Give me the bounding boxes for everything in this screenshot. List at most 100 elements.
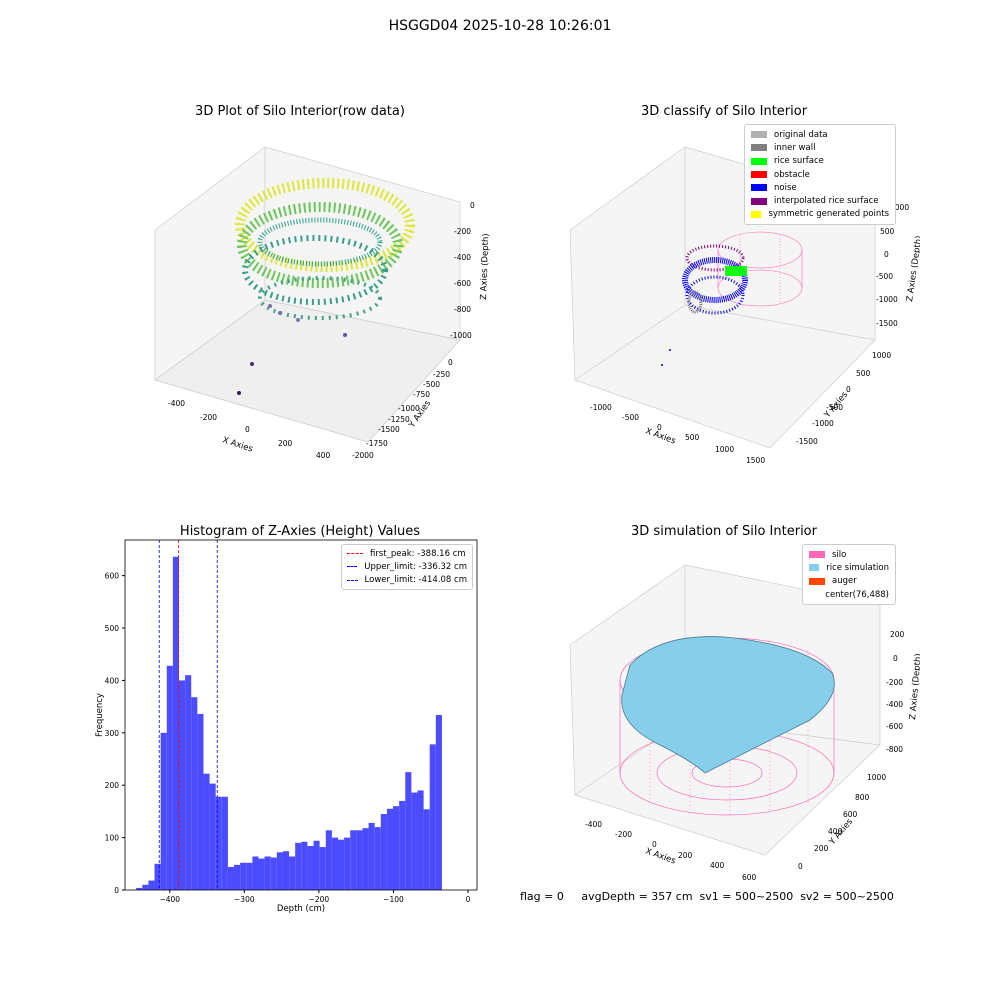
panel2-legend: original data inner wall rice surface ob…	[744, 124, 896, 226]
histogram-bar	[423, 809, 430, 890]
figure-title: HSGGD04 2025-10-28 10:26:01	[388, 18, 612, 34]
panel1-xtick: 400	[316, 451, 331, 460]
histogram-bar	[411, 792, 418, 890]
histogram-bar	[246, 862, 253, 890]
panel1-ztick: -1000	[450, 331, 472, 340]
histogram-bar	[166, 665, 173, 890]
legend-label: symmetric generated points	[768, 209, 889, 220]
panel4-xlabel: X Axies	[644, 846, 677, 866]
panel2-ztick: 1000	[890, 203, 909, 212]
panel4-ztick: -200	[886, 678, 903, 687]
histogram-bar	[374, 827, 381, 890]
histogram-bar	[185, 675, 192, 890]
histogram-bar	[191, 697, 198, 890]
legend-item: rice simulation	[809, 561, 889, 574]
panel1-ztick: -400	[454, 253, 471, 262]
legend-item: noise	[751, 181, 889, 194]
legend-swatch	[809, 577, 825, 585]
legend-label: rice simulation	[826, 562, 889, 573]
histogram-bar	[148, 880, 155, 890]
legend-swatch	[751, 131, 767, 139]
legend-swatch	[751, 197, 767, 205]
histogram-ytick-label: 200	[105, 781, 120, 790]
histogram-bar	[350, 830, 357, 890]
histogram-bar	[380, 814, 387, 890]
histogram-bar	[154, 863, 161, 890]
panel2-ztick: -500	[876, 272, 893, 281]
legend-swatch	[809, 591, 818, 598]
histogram-bar	[405, 772, 412, 890]
histogram-bar	[386, 808, 394, 890]
legend-item: Upper_limit: -336.32 cm	[347, 560, 467, 573]
panel2-xtick: 0	[657, 423, 662, 432]
panel2-classified-points	[661, 244, 748, 366]
histogram-bar	[142, 884, 149, 890]
legend-label: noise	[774, 182, 797, 193]
legend-item: inner wall	[751, 141, 889, 154]
legend-item: first_peak: -388.16 cm	[347, 547, 467, 560]
panel2-ytick: -1500	[796, 437, 818, 446]
panel2-xtick: 500	[685, 433, 700, 442]
panel1-title: 3D Plot of Silo Interior(row data)	[195, 104, 405, 119]
panel4-ytick: 400	[828, 827, 843, 836]
panel4-xtick: 400	[710, 861, 725, 870]
panel2-ytick: 0	[846, 385, 851, 394]
legend-item: center(76,488)	[809, 588, 889, 601]
histogram-bar	[136, 887, 143, 890]
histogram-bar	[319, 847, 326, 890]
histogram-bar	[337, 839, 345, 890]
histogram-vlines	[158, 540, 218, 890]
histogram-xlabel: Depth (cm)	[277, 904, 325, 914]
legend-line	[347, 579, 358, 581]
histogram-bar	[301, 841, 308, 890]
histogram-ytick-label: 500	[105, 624, 120, 633]
panel1-ytick: 0	[448, 358, 453, 367]
panel4-ztick: 200	[890, 630, 905, 639]
panel2-ytick: 1000	[872, 351, 891, 360]
panel2-ytick: -1000	[812, 419, 834, 428]
panel1-ytick: -1750	[366, 439, 388, 448]
legend-label: obstacle	[774, 169, 810, 180]
histogram-bar	[313, 840, 320, 890]
histogram-bar	[258, 858, 265, 890]
histogram-bar	[227, 866, 235, 890]
panel4-xtick: -200	[615, 830, 632, 839]
histogram-chart: −400 −300 −200 −100 0 0 100 200 300 400 500 600 De…	[95, 539, 478, 914]
histogram-bar	[160, 732, 167, 890]
legend-label: Upper_limit: -336.32 cm	[364, 561, 467, 572]
histogram-bar	[197, 713, 204, 890]
legend-item: Lower_limit: -414.08 cm	[347, 574, 467, 587]
panel4-legend: silo rice simulation auger center(76,488…	[802, 544, 896, 606]
histogram-yticks: 0 100 200 300 400 500 600	[105, 572, 125, 895]
panel4-3d-plot: -400 -200 0 200 400 600 1000 800 600 400…	[569, 564, 920, 882]
histogram-bar	[307, 845, 314, 890]
legend-item: interpolated rice surface	[751, 194, 889, 207]
panel2-ztick: -1500	[876, 319, 898, 328]
histogram-bar	[325, 830, 332, 890]
legend-swatch	[751, 184, 767, 192]
panel1-ytick: -1250	[388, 415, 410, 424]
panel1-ytick: -2000	[352, 451, 374, 460]
legend-label: Lower_limit: -414.08 cm	[364, 575, 467, 586]
histogram-bar	[356, 830, 363, 890]
panel4-xtick: 0	[652, 840, 657, 849]
panel4-ytick: 0	[798, 862, 803, 871]
panel1-ztick: -800	[454, 305, 471, 314]
panel1-xlabel: X Axies	[221, 435, 254, 454]
histogram-bars	[136, 556, 442, 890]
histogram-bar	[417, 790, 424, 890]
histogram-ytick-label: 600	[105, 572, 120, 581]
panel4-ztick: -400	[886, 700, 903, 709]
histogram-bar	[368, 822, 375, 890]
panel1-ytick: -500	[423, 380, 440, 389]
histogram-bar	[362, 828, 369, 890]
histogram-ytick-label: 0	[114, 886, 119, 895]
panel2-zlabel: Z Axies (Depth)	[905, 235, 920, 302]
panel1-xtick: -400	[168, 399, 185, 408]
histogram-xtick-label: −100	[383, 895, 404, 904]
histogram-bar	[172, 556, 179, 890]
histogram-bar	[393, 806, 400, 890]
histogram-bar	[215, 796, 222, 890]
histogram-bar	[331, 837, 338, 890]
histogram-bar	[234, 864, 241, 890]
